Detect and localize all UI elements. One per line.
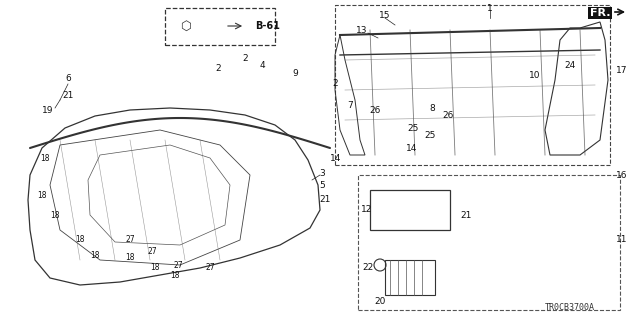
Text: FR.: FR. (589, 8, 611, 18)
Text: 10: 10 (529, 70, 541, 79)
Text: 21: 21 (319, 196, 331, 204)
Text: 25: 25 (424, 131, 436, 140)
Text: 25: 25 (407, 124, 419, 132)
Text: 18: 18 (40, 154, 50, 163)
Text: 14: 14 (406, 143, 418, 153)
Text: 27: 27 (173, 260, 183, 269)
Text: 27: 27 (125, 236, 135, 244)
Text: 1: 1 (487, 4, 493, 12)
Text: 12: 12 (362, 205, 372, 214)
Text: 13: 13 (356, 26, 368, 35)
Text: 14: 14 (330, 154, 342, 163)
Text: 27: 27 (147, 247, 157, 257)
Text: 2: 2 (215, 63, 221, 73)
Text: 18: 18 (51, 211, 60, 220)
Text: 21: 21 (62, 91, 74, 100)
Text: 18: 18 (170, 270, 180, 279)
Text: 18: 18 (125, 253, 135, 262)
Text: 18: 18 (150, 263, 160, 273)
Bar (385, 260, 435, 295)
Text: 22: 22 (362, 262, 374, 271)
Text: 3: 3 (319, 169, 325, 178)
Text: 26: 26 (442, 110, 454, 119)
Text: 9: 9 (292, 68, 298, 77)
Text: 16: 16 (616, 171, 628, 180)
Text: 4: 4 (259, 60, 265, 69)
Text: 7: 7 (347, 100, 353, 109)
Text: 18: 18 (76, 236, 84, 244)
Text: 24: 24 (564, 60, 575, 69)
Text: 2: 2 (332, 78, 338, 87)
Text: 6: 6 (65, 74, 71, 83)
Text: B-61: B-61 (255, 21, 280, 31)
Text: 18: 18 (37, 190, 47, 199)
Text: FR.: FR. (589, 8, 611, 18)
Bar (335, 5, 610, 165)
Text: ⬡: ⬡ (180, 20, 191, 33)
Text: 19: 19 (42, 106, 54, 115)
Text: 27: 27 (205, 263, 215, 273)
Bar (358, 175, 620, 310)
Text: 8: 8 (429, 103, 435, 113)
Text: 11: 11 (616, 236, 628, 244)
Text: 21: 21 (460, 211, 472, 220)
Bar (370, 190, 450, 230)
Text: 26: 26 (369, 106, 381, 115)
Text: TR0CB3700A: TR0CB3700A (545, 303, 595, 312)
Text: 5: 5 (319, 180, 325, 189)
Text: 15: 15 (380, 11, 391, 20)
Text: 18: 18 (90, 251, 100, 260)
Text: 20: 20 (374, 298, 386, 307)
Text: 2: 2 (242, 53, 248, 62)
Text: 17: 17 (616, 66, 628, 75)
